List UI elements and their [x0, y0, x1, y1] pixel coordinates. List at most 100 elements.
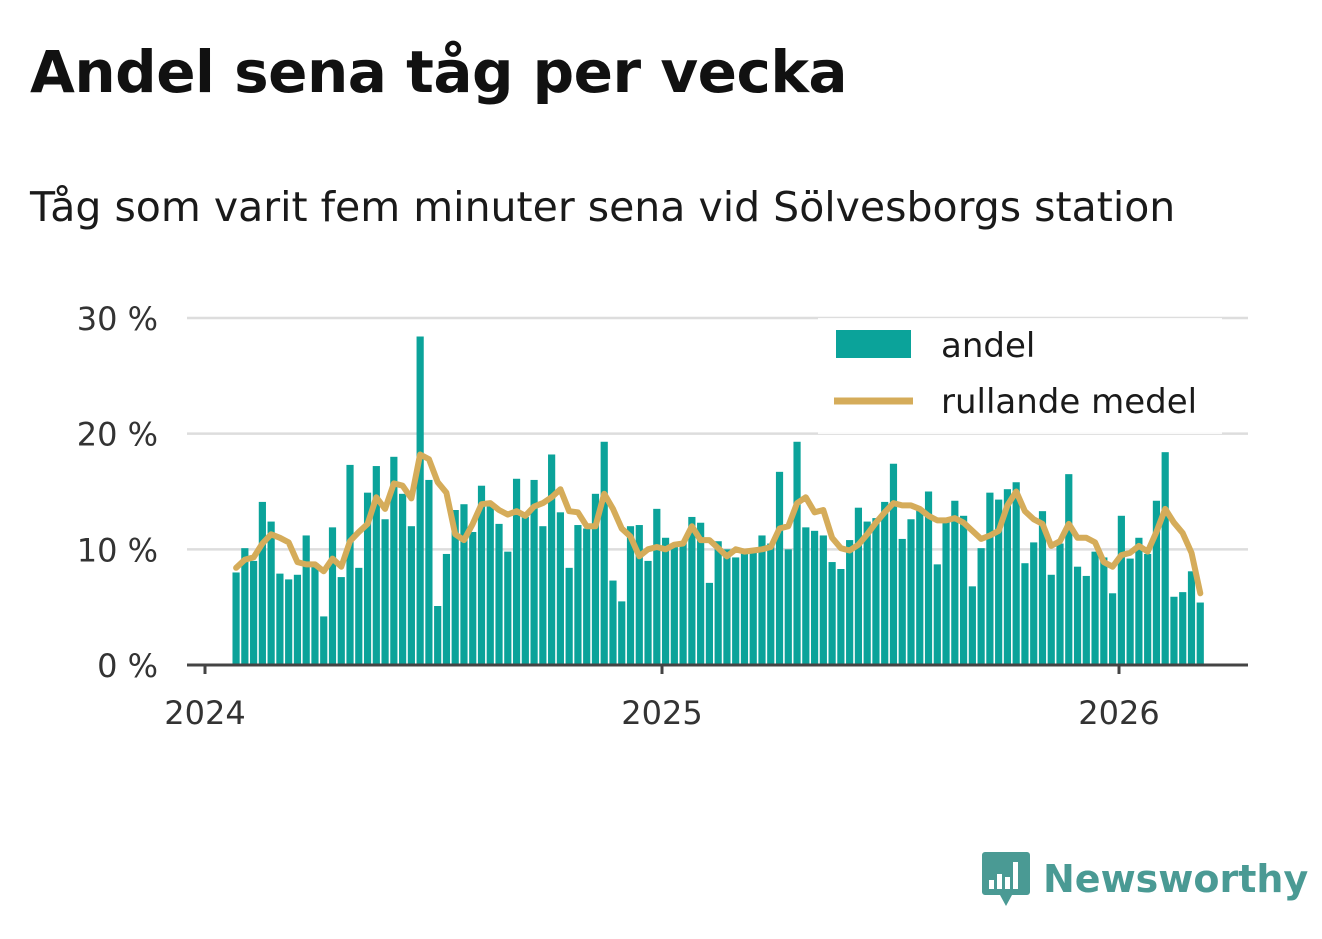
- bar: [460, 504, 468, 665]
- legend: andel rullande medel: [818, 318, 1222, 434]
- bar: [644, 560, 652, 665]
- bar: [924, 491, 933, 665]
- bar: [951, 500, 959, 665]
- bar: [600, 441, 608, 665]
- bar: [679, 542, 687, 665]
- bar: [793, 441, 801, 665]
- bar: [302, 535, 310, 665]
- newsworthy-brand[interactable]: Newsworthy: [981, 850, 1308, 908]
- bar: [434, 606, 442, 665]
- bar: [916, 508, 924, 665]
- bar: [486, 506, 494, 665]
- bar: [530, 479, 538, 665]
- legend-label-andel: andel: [941, 326, 1035, 366]
- bar: [697, 522, 705, 665]
- bar: [381, 519, 389, 665]
- bar: [1187, 571, 1196, 665]
- bar: [416, 336, 424, 665]
- bar: [863, 521, 871, 665]
- bar: [477, 485, 486, 665]
- bar: [854, 507, 863, 665]
- bar: [241, 548, 249, 665]
- bar: [1091, 551, 1099, 665]
- bar: [495, 523, 503, 665]
- x-tick-label: 2024: [164, 694, 245, 732]
- bar: [267, 521, 275, 665]
- bar: [942, 518, 950, 665]
- bar: [1047, 574, 1055, 665]
- bar: [714, 541, 722, 665]
- bar: [1073, 566, 1082, 665]
- bar: [828, 562, 836, 665]
- bar: [512, 478, 521, 665]
- bar: [732, 557, 740, 665]
- bar: [276, 573, 284, 665]
- bar: [609, 580, 617, 665]
- bar: [968, 586, 976, 665]
- bar: [705, 582, 713, 665]
- bar: [907, 519, 915, 665]
- bar: [285, 579, 293, 665]
- bar: [346, 464, 354, 665]
- bar: [337, 577, 345, 665]
- bar: [837, 568, 845, 665]
- bar: [653, 508, 661, 665]
- bar: [618, 601, 626, 665]
- bar: [758, 535, 766, 665]
- bar: [320, 616, 328, 665]
- bar: [819, 535, 827, 665]
- bar: [933, 564, 941, 665]
- y-tick-label: 20 %: [77, 416, 158, 454]
- bar: [311, 563, 319, 665]
- bar-chart-bubble-icon: [982, 852, 1030, 906]
- bar: [328, 527, 337, 665]
- bar: [749, 550, 757, 665]
- bar: [390, 456, 398, 665]
- bar: [407, 526, 415, 665]
- bar: [1065, 474, 1073, 665]
- chart-subtitle: Tåg som varit fem minuter sena vid Sölve…: [30, 183, 1176, 231]
- y-tick-label: 10 %: [77, 531, 158, 569]
- bar: [1196, 602, 1204, 665]
- bar: [846, 540, 854, 665]
- bar: [1082, 575, 1090, 665]
- bar: [591, 493, 600, 665]
- bar: [626, 526, 635, 665]
- bar: [661, 537, 670, 665]
- bar: [504, 551, 512, 665]
- bar: [784, 549, 792, 665]
- line-series: [233, 451, 1204, 597]
- bar: [1126, 558, 1134, 665]
- bar-series: [232, 336, 1204, 665]
- bar: [1012, 482, 1020, 665]
- bar: [372, 466, 380, 665]
- bar: [442, 553, 451, 665]
- bar: [521, 516, 529, 665]
- bar: [670, 543, 678, 665]
- bar: [469, 531, 477, 665]
- rolling-mean-line: [233, 451, 1204, 597]
- bar: [539, 526, 547, 665]
- y-tick-label: 0 %: [97, 647, 158, 685]
- bar: [1135, 537, 1143, 665]
- bar: [1038, 511, 1047, 665]
- x-tick-label: 2026: [1078, 694, 1159, 732]
- bar: [723, 549, 731, 665]
- bar: [1170, 596, 1178, 665]
- bar: [425, 479, 433, 665]
- bar: [548, 454, 556, 665]
- bar: [574, 525, 582, 665]
- x-tick-label: 2025: [621, 694, 702, 732]
- bar: [250, 560, 258, 665]
- axes: 2024 2025 2026: [164, 663, 1248, 732]
- bar: [1030, 542, 1038, 665]
- brand-name: Newsworthy: [1043, 857, 1309, 901]
- bar: [363, 492, 372, 665]
- bar: [1109, 593, 1117, 665]
- bar: [293, 574, 302, 665]
- bar: [1003, 489, 1012, 665]
- bar: [1021, 563, 1029, 665]
- bar: [1056, 543, 1064, 665]
- bar: [889, 463, 898, 665]
